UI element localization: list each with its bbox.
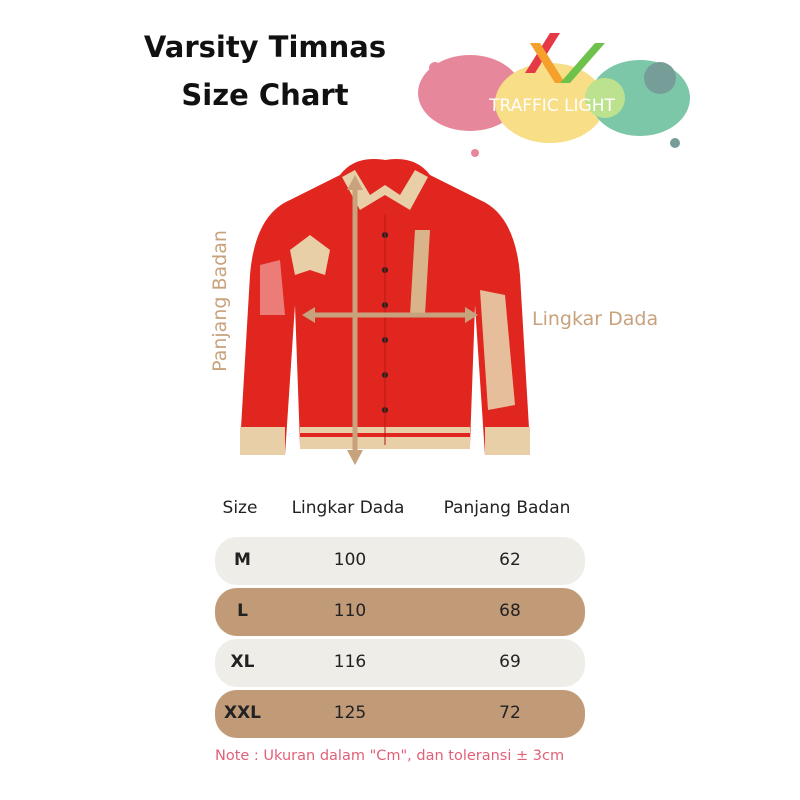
lingkar-dada-label: Lingkar Dada: [532, 308, 659, 330]
table-row: XL 116 69: [215, 639, 585, 687]
table-row: L 110 68: [215, 588, 585, 636]
title-line-2: Size Chart: [181, 78, 349, 112]
chest-cell: 110: [333, 601, 367, 621]
table-row: XXL 125 72: [215, 690, 585, 738]
tolerance-note: Note : Ukuran dalam "Cm", dan toleransi …: [215, 748, 565, 764]
chest-cell: 100: [333, 550, 367, 570]
header-size: Size: [222, 498, 258, 518]
length-cell: 68: [499, 601, 521, 621]
length-cell: 62: [499, 550, 521, 570]
length-cell: 69: [499, 652, 521, 672]
size-cell: L: [237, 601, 248, 621]
chest-cell: 116: [333, 652, 367, 672]
logo-text: TRAFFIC LIGHT: [488, 96, 615, 116]
traffic-light-logo: TRAFFIC LIGHT: [418, 33, 690, 157]
header-panjang-badan: Panjang Badan: [443, 498, 571, 518]
header-lingkar-dada: Lingkar Dada: [291, 498, 405, 518]
table-row: M 100 62: [215, 537, 585, 585]
measurement-arrows: [302, 175, 478, 465]
title-line-1: Varsity Timnas: [143, 30, 387, 64]
length-cell: 72: [499, 703, 521, 723]
chest-cell: 125: [333, 703, 367, 723]
size-cell: XXL: [223, 703, 262, 723]
jacket-collar: [342, 170, 428, 210]
panjang-badan-label: Panjang Badan: [209, 230, 231, 372]
size-cell: XL: [230, 652, 255, 672]
size-cell: M: [234, 550, 251, 570]
jacket-image: [240, 159, 530, 465]
